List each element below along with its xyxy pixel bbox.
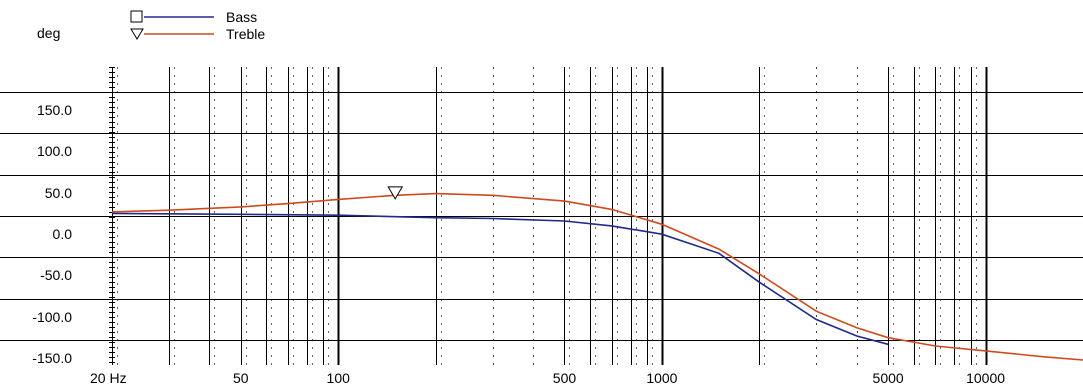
x-tick-label: 100 [327,370,351,385]
y-tick-label: 100.0 [37,143,72,159]
legend-triangle-marker [130,28,144,40]
legend-label: Treble [226,26,265,42]
y-tick-label: -150.0 [32,350,72,366]
legend-square-marker [130,10,143,23]
x-tick-label: 1000 [646,370,677,385]
treble-marker [387,186,404,200]
series-layer [111,186,1083,361]
series-line-treble [111,192,1083,361]
x-tick-label: 500 [553,370,577,385]
major-grid [0,67,1083,365]
legend-label: Bass [226,9,257,25]
y-tick-labels: 150.0 100.0 50.0 0.0 -50.0 -100.0 -150.0 [32,102,72,366]
y-tick-label: -50.0 [40,267,72,283]
x-tick-label: 50 [233,370,249,385]
y-tick-label: 0.0 [53,226,73,242]
y-tick-label: -100.0 [32,309,72,325]
x-tick-label: 20 Hz [90,370,127,385]
x-tick-labels: 20 Hz 50 100 500 1000 5000 10000 [90,370,1005,385]
y-tick-label: 50.0 [45,185,72,201]
x-tick-label: 5000 [873,370,904,385]
series-line-bass [111,212,889,346]
y-axis-label: deg [37,25,60,41]
y-tick-label: 150.0 [37,102,72,118]
x-tick-label: 10000 [966,370,1005,385]
